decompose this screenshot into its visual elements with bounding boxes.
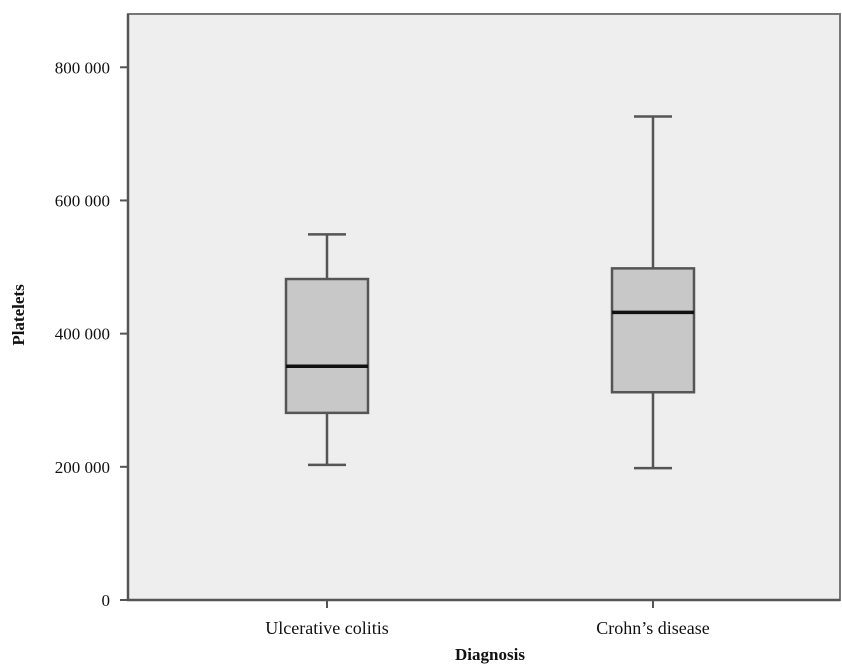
boxes-layer xyxy=(284,115,696,470)
axes-layer: 0 200 000 400 000 600 000 800 000 Ulcerative … xyxy=(55,14,840,638)
y-tick-label: 0 xyxy=(102,591,111,610)
iqr-box xyxy=(284,277,370,415)
box-ulcerative-colitis xyxy=(284,233,370,467)
box-crohns-disease xyxy=(610,115,696,470)
y-tick-label: 800 000 xyxy=(55,58,110,77)
y-axis-title: Platelets xyxy=(9,284,28,346)
plot-area xyxy=(127,13,841,601)
y-tick-label: 600 000 xyxy=(55,191,110,210)
x-tick-label: Ulcerative colitis xyxy=(265,618,388,638)
x-tick-label: Crohn’s disease xyxy=(596,618,709,638)
iqr-box xyxy=(610,267,696,394)
y-tick-label: 400 000 xyxy=(55,325,110,344)
y-tick-label: 200 000 xyxy=(55,458,110,477)
x-axis-title: Diagnosis xyxy=(455,645,525,664)
